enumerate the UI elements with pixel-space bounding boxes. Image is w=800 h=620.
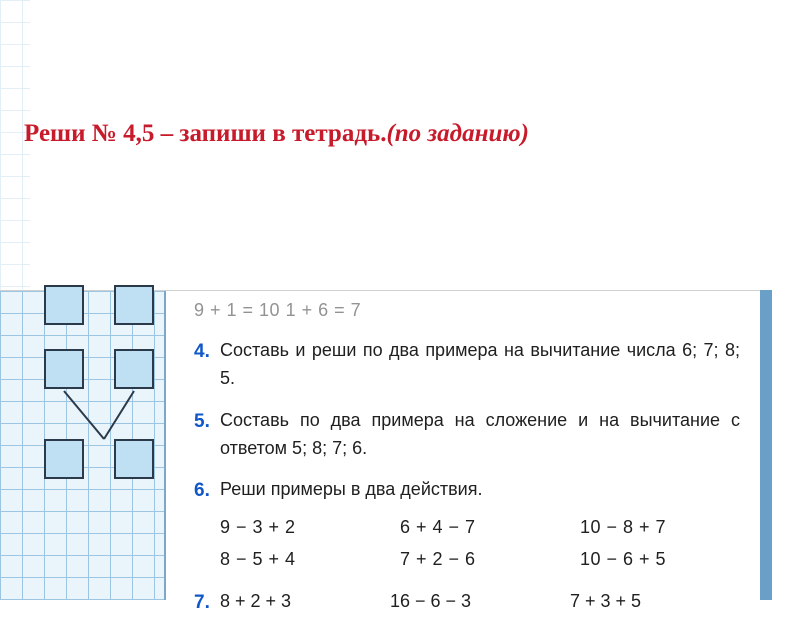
math-expr: 9 − 3 + 2 bbox=[220, 514, 400, 542]
tree-box bbox=[114, 349, 154, 389]
task-number: 7. bbox=[194, 588, 220, 620]
math-row: 8 + 2 + 3 16 − 6 − 3 7 + 3 + 5 bbox=[220, 588, 740, 616]
task-number: 6. bbox=[194, 476, 220, 505]
task-text: Составь и реши по два примера на вычи­та… bbox=[220, 337, 740, 393]
tree-box bbox=[114, 439, 154, 479]
tree-box bbox=[114, 285, 154, 325]
page-edge-stripe bbox=[760, 290, 772, 600]
tree-box bbox=[44, 439, 84, 479]
instruction-heading: Реши № 4,5 – запиши в тетрадь.(по задани… bbox=[24, 120, 529, 148]
math-row: 8 − 5 + 4 7 + 2 − 6 10 − 6 + 5 bbox=[220, 546, 740, 574]
task-text: Составь по два примера на сложение и на … bbox=[220, 407, 740, 463]
task-4: 4. Составь и реши по два примера на вычи… bbox=[194, 337, 740, 393]
task-number: 5. bbox=[194, 407, 220, 463]
task-6: 6. Реши примеры в два действия. bbox=[194, 476, 740, 505]
task-5: 5. Составь по два примера на сложение и … bbox=[194, 407, 740, 463]
math-expr: 7 + 3 + 5 bbox=[570, 588, 730, 616]
math-expr: 10 − 8 + 7 bbox=[580, 514, 740, 542]
tree-box bbox=[44, 285, 84, 325]
grid-column bbox=[0, 291, 166, 600]
task-6-expressions: 9 − 3 + 2 6 + 4 − 7 10 − 8 + 7 8 − 5 + 4… bbox=[220, 514, 740, 574]
partial-cut-line: 9 + 1 = 10 1 + 6 = 7 bbox=[194, 297, 740, 325]
math-expr: 8 + 2 + 3 bbox=[220, 588, 390, 616]
task-number: 4. bbox=[194, 337, 220, 393]
math-expr: 7 + 2 − 6 bbox=[400, 546, 580, 574]
math-expr: 6 + 4 − 7 bbox=[400, 514, 580, 542]
instruction-note: (по заданию) bbox=[386, 120, 529, 147]
tasks-column: 9 + 1 = 10 1 + 6 = 7 4. Составь и реши п… bbox=[166, 291, 760, 600]
tree-box bbox=[44, 349, 84, 389]
math-expr: 16 − 6 − 3 bbox=[390, 588, 570, 616]
math-expr: 10 − 6 + 5 bbox=[580, 546, 740, 574]
math-expr: 8 − 5 + 4 bbox=[220, 546, 400, 574]
workbook-page: 9 + 1 = 10 1 + 6 = 7 4. Составь и реши п… bbox=[0, 290, 760, 600]
math-row: 9 − 3 + 2 6 + 4 − 7 10 − 8 + 7 bbox=[220, 514, 740, 542]
task-7: 7. 8 + 2 + 3 16 − 6 − 3 7 + 3 + 5 bbox=[194, 588, 740, 620]
instruction-main: Реши № 4,5 – запиши в тетрадь. bbox=[24, 120, 386, 147]
task-7-expressions: 8 + 2 + 3 16 − 6 − 3 7 + 3 + 5 bbox=[220, 588, 740, 620]
task-text: Реши примеры в два действия. bbox=[220, 476, 740, 505]
